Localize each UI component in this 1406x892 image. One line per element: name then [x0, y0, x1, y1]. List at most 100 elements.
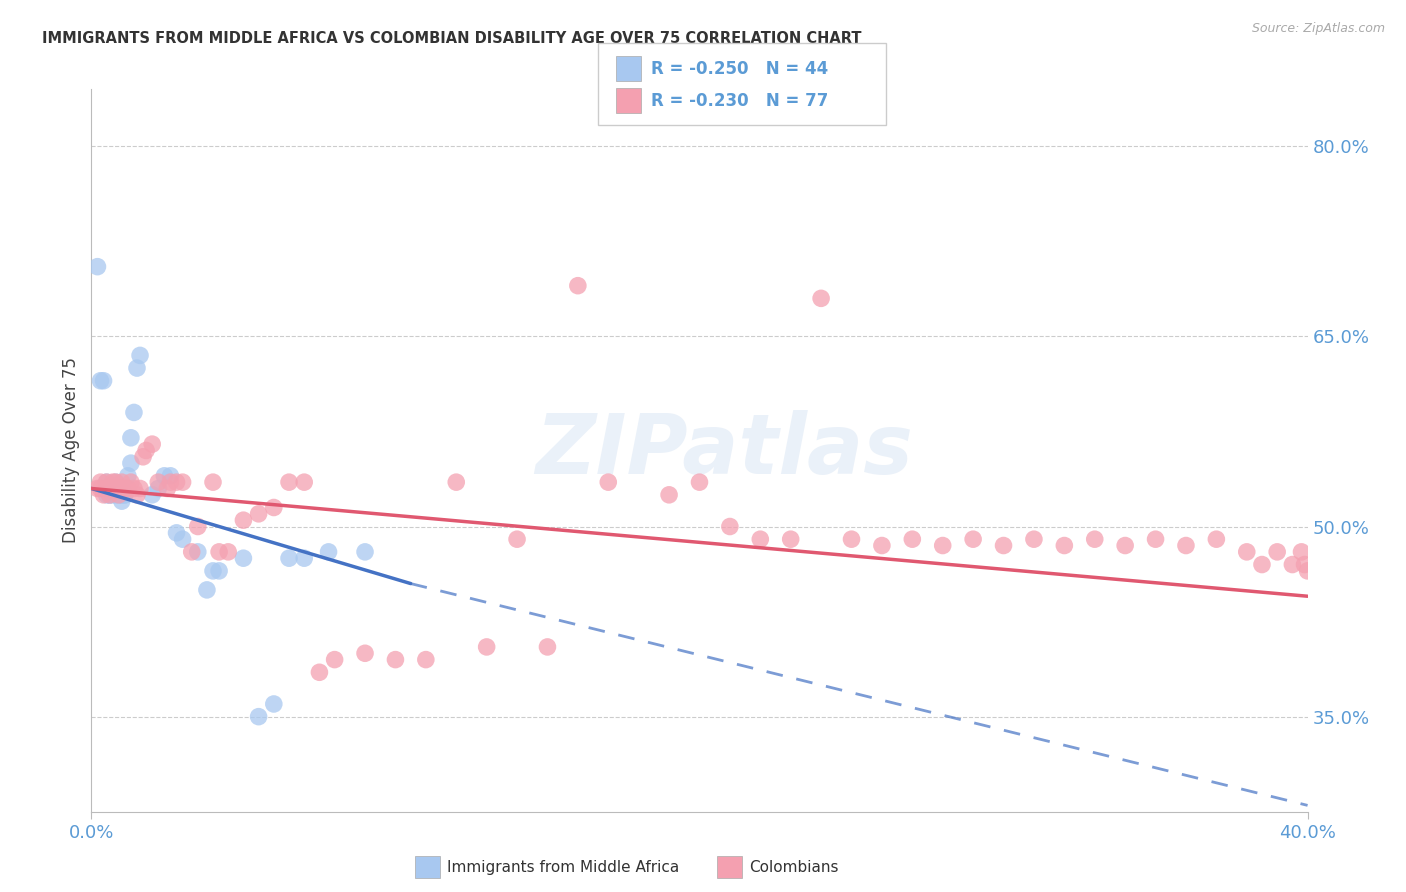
Point [89, 475, 111, 490]
Point [536, 640, 558, 654]
Point [1236, 545, 1258, 559]
Point [122, 405, 145, 419]
Point [658, 488, 681, 502]
Point [1281, 558, 1303, 572]
Point [107, 488, 129, 502]
Point [567, 278, 589, 293]
Point [1053, 539, 1076, 553]
Point [180, 545, 202, 559]
Text: Immigrants from Middle Africa: Immigrants from Middle Africa [447, 860, 679, 874]
Point [292, 475, 315, 490]
Point [354, 545, 377, 559]
Point [475, 640, 498, 654]
Point [156, 482, 179, 496]
Point [1205, 532, 1227, 546]
Point [98, 488, 121, 502]
Point [98, 488, 121, 502]
Point [232, 551, 254, 566]
Point [166, 475, 188, 490]
Point [202, 564, 225, 578]
Point [195, 582, 218, 597]
Point [141, 437, 163, 451]
Point [101, 488, 124, 502]
Point [101, 475, 124, 490]
Point [278, 551, 301, 566]
Point [159, 468, 181, 483]
Point [104, 475, 127, 490]
Point [232, 513, 254, 527]
Point [96, 482, 118, 496]
Point [208, 545, 231, 559]
Text: ZIPatlas: ZIPatlas [534, 410, 912, 491]
Point [96, 488, 118, 502]
Point [114, 488, 136, 502]
Point [1294, 558, 1316, 572]
Point [208, 564, 231, 578]
Text: Source: ZipAtlas.com: Source: ZipAtlas.com [1251, 22, 1385, 36]
Point [247, 507, 270, 521]
Point [506, 532, 529, 546]
Point [993, 539, 1015, 553]
Point [104, 488, 127, 502]
Point [104, 482, 127, 496]
Text: R = -0.230   N = 77: R = -0.230 N = 77 [651, 92, 828, 110]
Point [111, 482, 134, 496]
Point [1296, 564, 1319, 578]
Point [931, 539, 953, 553]
Point [98, 488, 121, 502]
Point [107, 488, 129, 502]
Point [1265, 545, 1288, 559]
Point [166, 525, 188, 540]
Point [111, 482, 134, 496]
Point [308, 665, 330, 680]
Point [187, 545, 209, 559]
Point [444, 475, 467, 490]
Text: Colombians: Colombians [749, 860, 839, 874]
Point [718, 519, 741, 533]
Point [111, 488, 134, 502]
Point [129, 348, 152, 362]
Point [135, 443, 157, 458]
Point [111, 488, 134, 502]
Point [901, 532, 924, 546]
Point [120, 431, 142, 445]
Point [120, 456, 142, 470]
Point [89, 374, 111, 388]
Point [263, 500, 285, 515]
Text: R = -0.250   N = 44: R = -0.250 N = 44 [651, 60, 828, 78]
Point [159, 475, 181, 490]
Point [104, 475, 127, 490]
Point [172, 475, 194, 490]
Point [93, 488, 115, 502]
Point [1251, 558, 1274, 572]
Point [384, 652, 406, 666]
Point [98, 482, 121, 496]
Point [962, 532, 984, 546]
Point [841, 532, 863, 546]
Point [96, 475, 118, 490]
Point [141, 488, 163, 502]
Point [1084, 532, 1107, 546]
Point [870, 539, 893, 553]
Point [1144, 532, 1167, 546]
Point [89, 482, 111, 496]
Point [101, 482, 124, 496]
Point [120, 475, 142, 490]
Point [172, 532, 194, 546]
Point [688, 475, 710, 490]
Point [101, 482, 124, 496]
Point [810, 291, 832, 305]
Point [148, 475, 170, 490]
Point [86, 260, 108, 274]
Point [114, 488, 136, 502]
Point [104, 482, 127, 496]
Point [125, 361, 148, 376]
Point [779, 532, 801, 546]
Point [247, 709, 270, 723]
Point [117, 482, 139, 496]
Point [111, 475, 134, 490]
Point [187, 519, 209, 533]
Point [263, 697, 285, 711]
Point [749, 532, 772, 546]
Point [125, 488, 148, 502]
